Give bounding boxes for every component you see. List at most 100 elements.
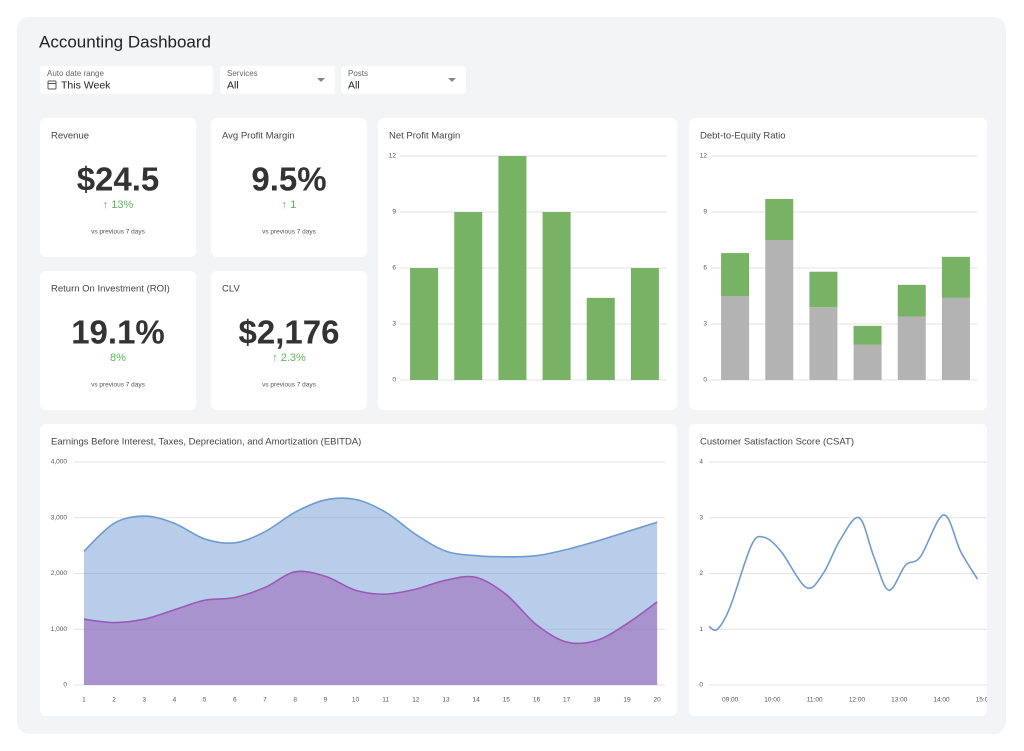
y-tick-label: 3 [392,321,396,328]
y-tick-label: 12 [700,153,708,160]
bar-segment [721,253,750,296]
x-tick-label: 17 [563,697,571,704]
chart: Net Profit Margin 0 3 6 9 12 [389,131,667,384]
bar [498,156,527,380]
filter-value: This Week [61,79,111,91]
y-tick-label: 0 [699,682,703,689]
bar [542,212,571,380]
filter-box [220,66,335,94]
x-tick-label: 13:00 [891,697,908,704]
kpi-value: $24.5 [77,161,160,198]
bar-segment [853,344,882,380]
x-tick-label: 16 [533,697,541,704]
chart: Debt-to-Equity Ratio 0 3 6 9 12 [700,131,978,384]
bar-segment [897,316,926,380]
kpi-note: vs previous 7 days [262,229,317,236]
x-tick-label: 1 [82,697,86,704]
bar-segment [765,198,794,240]
y-tick-label: 0 [392,377,396,384]
chart-title: Earnings Before Interest, Taxes, Depreci… [51,437,361,448]
bar-segment [809,307,838,380]
y-tick-label: 0 [703,377,707,384]
kpi-note: vs previous 7 days [262,382,317,389]
y-tick-label: 2 [699,570,703,577]
filter-value: All [348,79,360,91]
x-tick-label: 14:00 [933,697,950,704]
chart-card [689,424,987,716]
line [708,514,979,632]
kpi-title: Avg Profit Margin [222,131,295,142]
kpi-change: 8% [110,352,126,364]
filter-box [341,66,466,94]
y-tick-label: 4 [699,459,703,466]
y-tick-label: 3 [703,321,707,328]
kpi-title: CLV [222,284,240,295]
x-tick-label: 10:00 [764,697,781,704]
x-tick-label: 5 [203,697,207,704]
y-tick-label: 9 [392,209,396,216]
y-tick-label: 12 [389,153,397,160]
kpi-change: ↑ 2.3% [272,352,306,364]
x-tick-label: 4 [173,697,177,704]
y-tick-label: 0 [63,682,67,689]
x-tick-label: 12:00 [849,697,866,704]
kpi-value: $2,176 [239,314,340,351]
filter-box [40,66,213,94]
x-tick-label: 6 [233,697,237,704]
y-tick-label: 3 [699,514,703,521]
x-tick-label: 9 [323,697,327,704]
y-tick-label: 1 [699,626,703,633]
x-tick-label: 14 [473,697,481,704]
x-tick-label: 15:00 [976,697,993,704]
kpi-title: Revenue [51,131,89,142]
bar [454,212,483,380]
x-tick-label: 8 [293,697,297,704]
kpi-title: Return On Investment (ROI) [51,284,170,295]
kpi-note: vs previous 7 days [91,382,146,389]
kpi-value: 19.1% [71,314,165,351]
filter-value: All [227,79,239,91]
kpi-card [40,118,196,257]
calendar-icon [47,80,57,90]
y-tick-label: 3,000 [51,514,68,521]
x-tick-label: 09:00 [722,697,739,704]
x-tick-label: 12 [412,697,420,704]
chart: Customer Satisfaction Score (CSAT) 0 1 2 3 4 0… [699,437,993,704]
kpi-card [211,118,367,257]
bar-segment [853,325,882,345]
y-tick-label: 6 [703,265,707,272]
filter-label: Posts [348,69,368,78]
area-line [83,497,658,558]
bar-segment [941,256,970,298]
y-tick-label: 2,000 [51,570,68,577]
dashboard-title: Accounting Dashboard [39,32,211,51]
y-tick-label: 9 [703,209,707,216]
bar-segment [941,297,970,380]
dropdown-arrow [317,78,325,82]
x-tick-label: 19 [623,697,631,704]
x-tick-label: 13 [442,697,450,704]
x-tick-label: 10 [352,697,360,704]
x-tick-label: 11 [382,697,389,704]
y-tick-label: 1,000 [51,626,68,633]
chart: Earnings Before Interest, Taxes, Depreci… [51,437,665,704]
bar-segment [809,271,838,308]
x-tick-label: 15 [503,697,511,704]
chart-title: Net Profit Margin [389,131,460,142]
filter-label: Services [227,69,258,78]
bar-segment [897,284,926,317]
kpi-change: ↑ 1 [282,199,297,211]
area-line [83,570,658,645]
area-fill [83,571,658,685]
y-tick-label: 6 [392,265,396,272]
x-tick-label: 18 [593,697,601,704]
x-tick-label: 11:00 [807,697,823,704]
kpi-value: 9.5% [251,161,326,198]
chart-title: Debt-to-Equity Ratio [700,131,786,142]
bar [410,268,439,380]
kpi-card [211,271,367,410]
